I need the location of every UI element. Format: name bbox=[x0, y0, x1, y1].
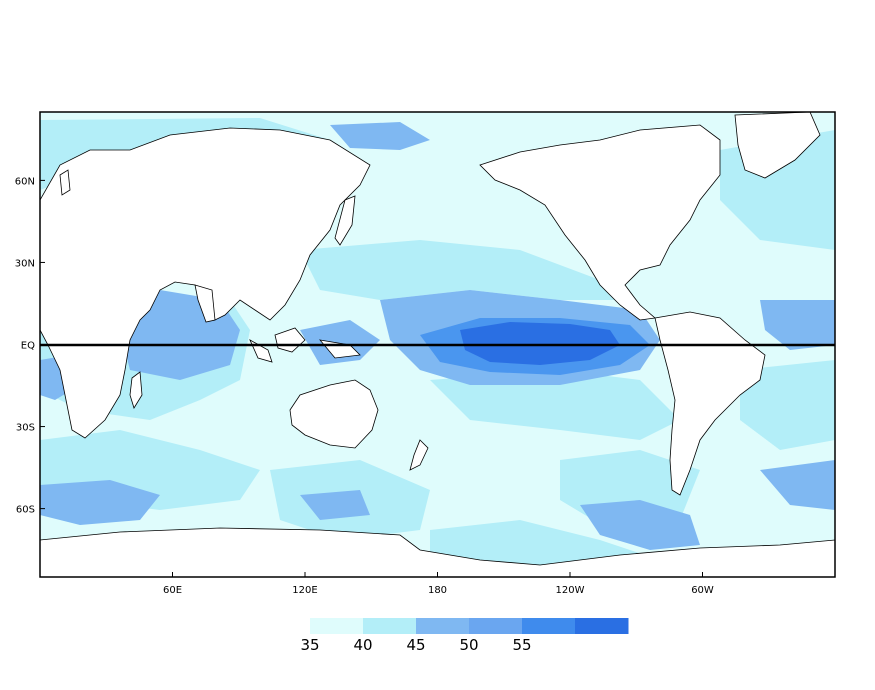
legend-label: 45 bbox=[406, 636, 425, 654]
legend-swatch bbox=[416, 618, 470, 634]
legend-swatch bbox=[522, 618, 576, 634]
x-tick-label: 60W bbox=[691, 585, 714, 596]
x-tick-label: 120E bbox=[292, 585, 317, 596]
y-tick-label: 60S bbox=[16, 505, 35, 516]
legend-swatch bbox=[310, 618, 364, 634]
x-tick-label: 60E bbox=[163, 585, 182, 596]
x-axis-ticks: 60E 120E 180 120W 60W bbox=[163, 572, 714, 596]
legend-swatch bbox=[575, 618, 629, 634]
y-tick-label: 30N bbox=[15, 258, 35, 269]
contour-band-55 bbox=[460, 322, 620, 365]
legend-label: 50 bbox=[459, 636, 478, 654]
x-tick-label: 120W bbox=[556, 585, 585, 596]
legend-swatch bbox=[469, 618, 523, 634]
legend-label: 35 bbox=[300, 636, 319, 654]
color-legend: 35 40 45 50 55 bbox=[300, 618, 629, 654]
y-tick-label: 30S bbox=[16, 423, 35, 434]
legend-label: 55 bbox=[512, 636, 531, 654]
y-tick-label: EQ bbox=[21, 341, 35, 352]
land-masses bbox=[40, 112, 835, 577]
x-tick-label: 180 bbox=[428, 585, 447, 596]
y-tick-label: 60N bbox=[15, 176, 35, 187]
y-axis-ticks: 60N 30N EQ 30S 60S bbox=[15, 176, 45, 516]
contour-band-45 bbox=[40, 122, 835, 550]
legend-label: 40 bbox=[353, 636, 372, 654]
legend-swatch bbox=[363, 618, 417, 634]
